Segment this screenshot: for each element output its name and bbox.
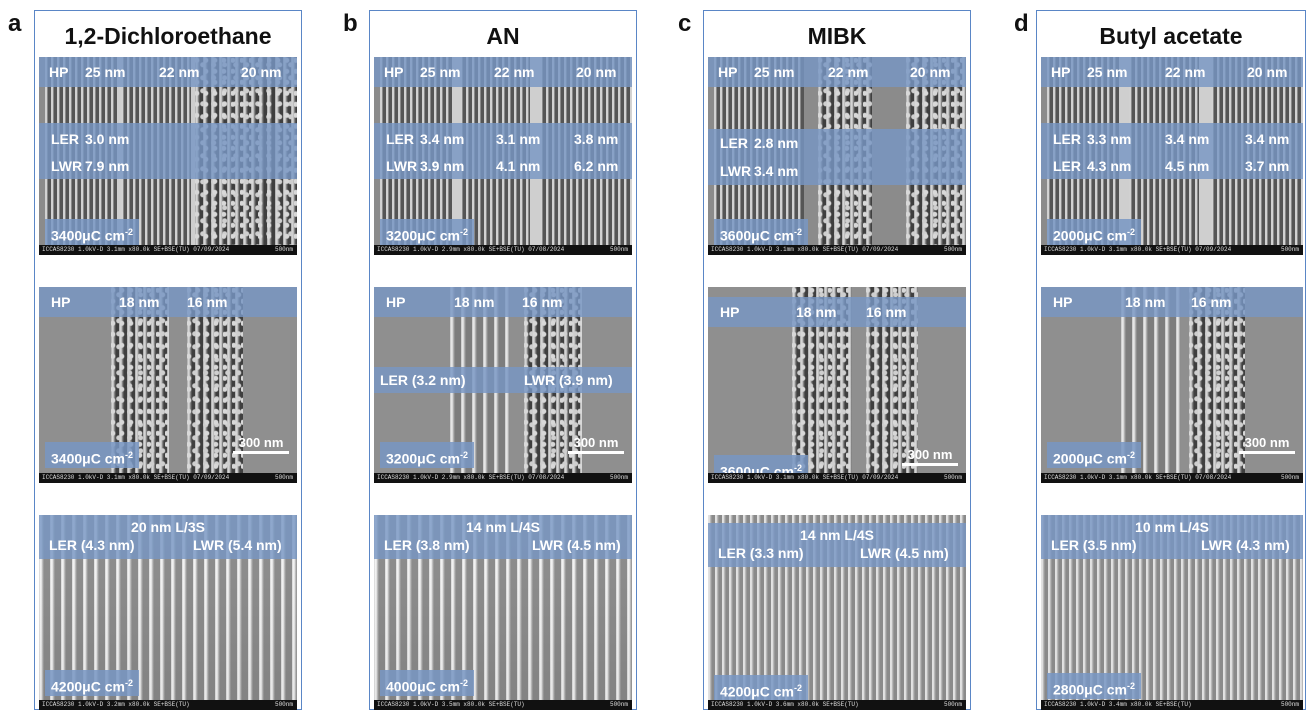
panel-letter: c bbox=[678, 10, 692, 37]
pitch-label-bar: 20 nm L/3S LER (4.3 nm) LWR (5.4 nm) bbox=[39, 515, 297, 559]
pitch-label-bar: 14 nm L/4S LER (3.8 nm) LWR (4.5 nm) bbox=[374, 515, 632, 559]
dose-label: 3400μC cm-2 bbox=[45, 219, 139, 245]
sem-footer: ICCAS8230 1.0kV-D 2.9mm x80.0k SE+BSE(TU… bbox=[374, 473, 632, 483]
sem-image-top: HP 25 nm 22 nm 20 nm LER 3.4 nm 3.1 nm 3… bbox=[374, 57, 632, 255]
sem-footer: ICCAS8230 1.0kV-D 3.2mm x80.0k SE+BSE(TU… bbox=[39, 700, 297, 710]
sem-footer: ICCAS8230 1.0kV-D 3.1mm x80.0k SE+BSE(TU… bbox=[39, 473, 297, 483]
panel-b: AN HP 25 nm 22 nm 20 nm LER 3.4 nm 3.1 n… bbox=[369, 10, 637, 710]
roughness-bar: LER (3.2 nm) LWR (3.9 nm) bbox=[374, 367, 632, 393]
hp-label-bar: HP 18 nm 16 nm bbox=[39, 287, 297, 317]
pitch-label-bar: 10 nm L/4S LER (3.5 nm) LWR (4.3 nm) bbox=[1041, 515, 1303, 559]
hp-label-bar: HP 18 nm 16 nm bbox=[1041, 287, 1303, 317]
sem-image-mid: HP 18 nm 16 nm LER (3.2 nm) LWR (3.9 nm)… bbox=[374, 287, 632, 483]
dose-label: 3200μC cm-2 bbox=[380, 219, 474, 245]
dose-label: 3400μC cm-2 bbox=[45, 442, 139, 468]
sem-footer: ICCAS8230 1.0kV-D 2.9mm x80.0k SE+BSE(TU… bbox=[374, 245, 632, 255]
scale-bar: 300 nm bbox=[1239, 435, 1295, 454]
sem-footer: ICCAS8230 1.0kV-D 3.5mm x80.0k SE+BSE(TU… bbox=[374, 700, 632, 710]
sem-footer: ICCAS8230 1.0kV-D 3.1mm x80.0k SE+BSE(TU… bbox=[39, 245, 297, 255]
panel-title: 1,2-Dichloroethane bbox=[64, 23, 272, 49]
hp-label-bar: HP 25 nm 22 nm 20 nm bbox=[1041, 57, 1303, 87]
sem-footer: ICCAS8230 1.0kV-D 3.1mm x80.0k SE+BSE(TU… bbox=[708, 245, 966, 255]
scale-bar: 300 nm bbox=[902, 447, 958, 466]
scale-bar: 300 nm bbox=[568, 435, 624, 454]
dose-label: 3200μC cm-2 bbox=[380, 442, 474, 468]
sem-image-bottom: 10 nm L/4S LER (3.5 nm) LWR (4.3 nm) 280… bbox=[1041, 515, 1303, 710]
hp-label-bar: HP 25 nm 22 nm 20 nm bbox=[39, 57, 297, 87]
panel-title: MIBK bbox=[807, 23, 867, 49]
roughness-bar: LER 2.8 nm LWR 3.4 nm bbox=[708, 129, 966, 185]
hp-label-bar: HP 25 nm 22 nm 20 nm bbox=[374, 57, 632, 87]
panel-title: AN bbox=[486, 23, 520, 49]
sem-image-bottom: 20 nm L/3S LER (4.3 nm) LWR (5.4 nm) 420… bbox=[39, 515, 297, 710]
panel-letter: b bbox=[343, 10, 358, 37]
sem-footer: ICCAS8230 1.0kV-D 3.1mm x80.0k SE+BSE(TU… bbox=[1041, 473, 1303, 483]
panel-title: Butyl acetate bbox=[1099, 23, 1243, 49]
hp-label-bar: HP 18 nm 16 nm bbox=[374, 287, 632, 317]
sem-image-top: HP 25 nm 22 nm 20 nm LER 3.0 nm LWR 7.9 … bbox=[39, 57, 297, 255]
dose-label: 4200μC cm-2 bbox=[714, 675, 808, 701]
sem-footer: ICCAS8230 1.0kV-D 3.1mm x80.0k SE+BSE(TU… bbox=[708, 473, 966, 483]
sem-image-bottom: 14 nm L/4S LER (3.8 nm) LWR (4.5 nm) 400… bbox=[374, 515, 632, 710]
scale-bar: 300 nm bbox=[233, 435, 289, 454]
hp-label-bar: HP 18 nm 16 nm bbox=[708, 297, 966, 327]
panel-d: Butyl acetate HP 25 nm 22 nm 20 nm LER 3… bbox=[1036, 10, 1306, 710]
roughness-bar: LER 3.3 nm 3.4 nm 3.4 nm LER 4.3 nm 4.5 … bbox=[1041, 123, 1303, 179]
dose-label: 2000μC cm-2 bbox=[1047, 219, 1141, 245]
sem-image-top: HP 25 nm 22 nm 20 nm LER 3.3 nm 3.4 nm 3… bbox=[1041, 57, 1303, 255]
sem-image-mid: HP 18 nm 16 nm 300 nm 3400μC cm-2 ICCAS8… bbox=[39, 287, 297, 483]
sem-image-mid: HP 18 nm 16 nm 300 nm 2000μC cm-2 ICCAS8… bbox=[1041, 287, 1303, 483]
panel-letter: a bbox=[8, 10, 22, 37]
sem-footer: ICCAS8230 1.0kV-D 3.1mm x80.0k SE+BSE(TU… bbox=[1041, 245, 1303, 255]
panel-a: 1,2-Dichloroethane HP 25 nm 22 nm 20 nm … bbox=[34, 10, 302, 710]
roughness-bar: LER 3.0 nm LWR 7.9 nm bbox=[39, 123, 297, 179]
roughness-bar: LER 3.4 nm 3.1 nm 3.8 nm LWR 3.9 nm 4.1 … bbox=[374, 123, 632, 179]
hp-label-bar: HP 25 nm 22 nm 20 nm bbox=[708, 57, 966, 87]
dose-label: 2000μC cm-2 bbox=[1047, 442, 1141, 468]
dose-label: 4000μC cm-2 bbox=[380, 670, 474, 696]
sem-image-mid: HP 18 nm 16 nm 300 nm 3600μC cm-2 ICCAS8… bbox=[708, 287, 966, 483]
panel-c: MIBK HP 25 nm 22 nm 20 nm LER 2.8 nm LWR… bbox=[703, 10, 971, 710]
panel-letter: d bbox=[1014, 10, 1029, 37]
pitch-label-bar: 14 nm L/4S LER (3.3 nm) LWR (4.5 nm) bbox=[708, 523, 966, 567]
sem-image-top: HP 25 nm 22 nm 20 nm LER 2.8 nm LWR 3.4 … bbox=[708, 57, 966, 255]
dose-label: 4200μC cm-2 bbox=[45, 670, 139, 696]
dose-label: 3600μC cm-2 bbox=[714, 219, 808, 245]
sem-footer: ICCAS8230 1.0kV-D 3.4mm x80.0k SE+BSE(TU… bbox=[1041, 700, 1303, 710]
dose-label: 2800μC cm-2 bbox=[1047, 673, 1141, 699]
sem-footer: ICCAS8230 1.0kV-D 3.6mm x80.0k SE+BSE(TU… bbox=[708, 700, 966, 710]
sem-image-bottom: 14 nm L/4S LER (3.3 nm) LWR (4.5 nm) 420… bbox=[708, 515, 966, 710]
